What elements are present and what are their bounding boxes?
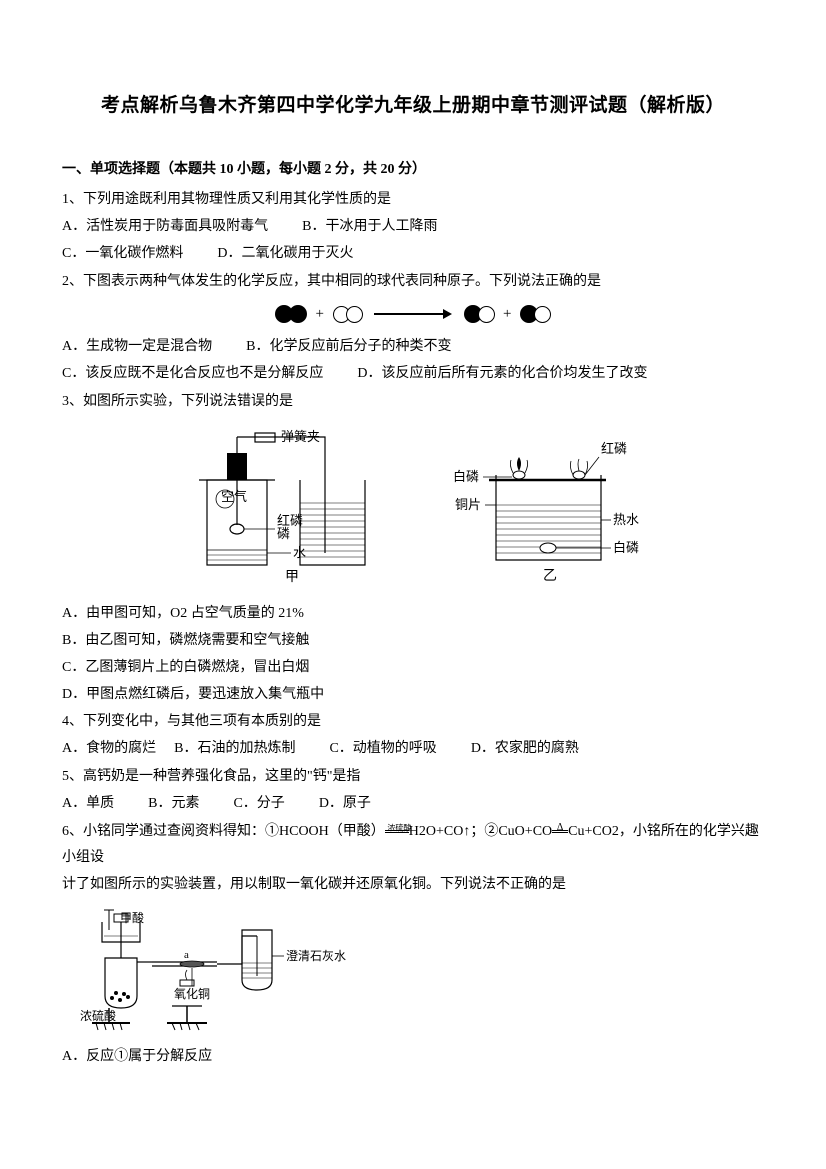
q2-stem: 2、下图表示两种气体发生的化学反应，其中相同的球代表同种原子。下列说法正确的是 xyxy=(62,269,764,295)
q1-B: B．干冰用于人工降雨 xyxy=(302,219,437,234)
q2-D: D．该反应前后所有元素的化合价均发生了改变 xyxy=(357,366,647,381)
q2-B: B．化学反应前后分子的种类不变 xyxy=(246,339,451,354)
open-ball-icon xyxy=(478,306,495,323)
svg-text:a: a xyxy=(184,949,189,961)
q5-C: C．分子 xyxy=(233,796,284,811)
q3-D: D．甲图点燃红磷后，要迅速放入集气瓶中 xyxy=(62,682,764,708)
q6-figure: 氧化铜 a 甲酸 浓硫酸 xyxy=(62,908,764,1038)
q4-A: A．食物的腐烂 xyxy=(62,741,156,756)
q5-stem: 5、高钙奶是一种营养强化食品，这里的"钙"是指 xyxy=(62,764,764,790)
apparatus-jia: 弹簧夹 空气 红磷 磷 水 xyxy=(185,425,395,585)
q4-choices: A．食物的腐烂 B．石油的加热炼制 C．动植物的呼吸 D．农家肥的腐熟 xyxy=(62,736,764,762)
document-title: 考点解析乌鲁木齐第四中学化学九年级上册期中章节测评试题（解析版） xyxy=(62,88,764,123)
q1-row2: C．一氧化碳作燃料 D．二氧化碳用于灭火 xyxy=(62,241,764,267)
q6-stem-line2: 计了如图所示的实验装置，用以制取一氧化碳并还原氧化铜。下列说法不正确的是 xyxy=(62,872,764,898)
svg-text:铜片: 铜片 xyxy=(455,497,481,512)
q6: 6、小铭同学通过查阅资料得知：①HCOOH（甲酸）浓硫酸H2O+CO↑；②CuO… xyxy=(62,819,764,1070)
reaction-condition-1: 浓硫酸 xyxy=(385,830,409,833)
reaction-diagram: + + xyxy=(62,301,764,329)
q3-figures: 弹簧夹 空气 红磷 磷 水 xyxy=(62,425,764,595)
q5-B: B．元素 xyxy=(148,796,199,811)
q1-stem: 1、下列用途既利用其物理性质又利用其化学性质的是 xyxy=(62,187,764,213)
q4-C: C．动植物的呼吸 xyxy=(329,741,436,756)
arrow-icon xyxy=(374,302,452,328)
q4-D: D．农家肥的腐熟 xyxy=(471,741,579,756)
q1: 1、下列用途既利用其物理性质又利用其化学性质的是 A．活性炭用于防毒面具吸附毒气… xyxy=(62,187,764,267)
svg-text:弹簧夹: 弹簧夹 xyxy=(281,429,320,444)
q6-stem-pre: 6、小铭同学通过查阅资料得知：①HCOOH（甲酸） xyxy=(62,824,385,839)
q3-stem: 3、如图所示实验，下列说法错误的是 xyxy=(62,389,764,415)
q6-A: A．反应①属于分解反应 xyxy=(62,1044,764,1070)
q3-C: C．乙图薄铜片上的白磷燃烧，冒出白烟 xyxy=(62,655,764,681)
q1-D: D．二氧化碳用于灭火 xyxy=(217,246,353,261)
q2-row1: A．生成物一定是混合物 B．化学反应前后分子的种类不变 xyxy=(62,334,764,360)
svg-text:红磷: 红磷 xyxy=(601,441,627,456)
q3-A: A．由甲图可知，O2 占空气质量的 21% xyxy=(62,601,764,627)
q4: 4、下列变化中，与其他三项有本质别的是 A．食物的腐烂 B．石油的加热炼制 C．动植… xyxy=(62,709,764,762)
section-header: 一、单项选择题（本题共 10 小题，每小题 2 分，共 20 分） xyxy=(62,157,764,183)
plus-icon: + xyxy=(316,301,324,329)
q6-stem-mid1: H2O+CO↑；②CuO+CO xyxy=(409,824,552,839)
q5-choices: A．单质 B．元素 C．分子 D．原子 xyxy=(62,791,764,817)
q4-stem: 4、下列变化中，与其他三项有本质别的是 xyxy=(62,709,764,735)
svg-text:磷: 磷 xyxy=(277,526,290,541)
svg-text:甲: 甲 xyxy=(285,570,299,585)
q6-stem-line1: 6、小铭同学通过查阅资料得知：①HCOOH（甲酸）浓硫酸H2O+CO↑；②CuO… xyxy=(62,819,764,871)
svg-text:甲酸: 甲酸 xyxy=(120,910,144,925)
q2: 2、下图表示两种气体发生的化学反应，其中相同的球代表同种原子。下列说法正确的是 … xyxy=(62,269,764,387)
svg-text:白磷: 白磷 xyxy=(613,540,639,555)
q1-C: C．一氧化碳作燃料 xyxy=(62,246,183,261)
q3-B: B．由乙图可知，磷燃烧需要和空气接触 xyxy=(62,628,764,654)
reaction-condition-2: Δ xyxy=(552,830,568,833)
open-ball-icon xyxy=(534,306,551,323)
solid-ball-icon xyxy=(289,305,307,323)
svg-text:乙: 乙 xyxy=(543,568,557,584)
q5-D: D．原子 xyxy=(319,796,371,811)
svg-text:热水: 热水 xyxy=(613,512,639,527)
q1-row1: A．活性炭用于防毒面具吸附毒气 B．干冰用于人工降雨 xyxy=(62,214,764,240)
q3: 3、如图所示实验，下列说法错误的是 弹簧夹 空气 xyxy=(62,389,764,707)
q4-B: B．石油的加热炼制 xyxy=(174,741,295,756)
q2-C: C．该反应既不是化合反应也不是分解反应 xyxy=(62,366,323,381)
svg-text:浓硫酸: 浓硫酸 xyxy=(80,1008,116,1023)
svg-text:澄清石灰水: 澄清石灰水 xyxy=(286,948,346,963)
svg-text:氧化铜: 氧化铜 xyxy=(174,986,210,1001)
q1-A: A．活性炭用于防毒面具吸附毒气 xyxy=(62,219,268,234)
q2-row2: C．该反应既不是化合反应也不是分解反应 D．该反应前后所有元素的化合价均发生了改变 xyxy=(62,361,764,387)
q5-A: A．单质 xyxy=(62,796,114,811)
apparatus-yi: 白磷 红磷 铜片 热水 白磷 乙 xyxy=(451,435,641,585)
svg-text:白磷: 白磷 xyxy=(453,469,479,484)
q2-A: A．生成物一定是混合物 xyxy=(62,339,212,354)
q5: 5、高钙奶是一种营养强化食品，这里的"钙"是指 A．单质 B．元素 C．分子 D．原子 xyxy=(62,764,764,817)
plus-icon: + xyxy=(503,301,511,329)
open-ball-icon xyxy=(346,306,363,323)
